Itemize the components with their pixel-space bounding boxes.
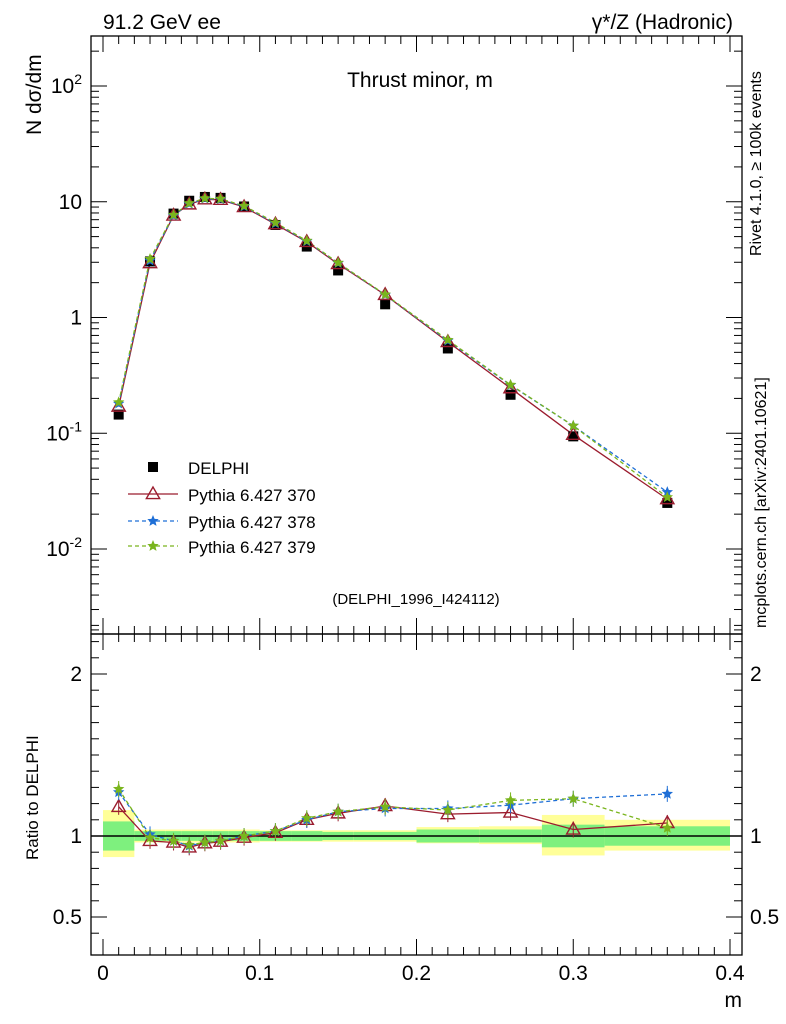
ratio-point-p370 xyxy=(502,804,519,818)
ratio-point-p379 xyxy=(183,838,195,850)
main-point-p379 xyxy=(332,256,344,268)
x-tick-label: 0.3 xyxy=(559,962,588,985)
legend-marker-p379 xyxy=(147,540,159,551)
legend-marker-p378 xyxy=(147,515,159,526)
y-tick-label: 10-2 xyxy=(46,534,82,561)
main-line-p379 xyxy=(118,197,668,498)
legend-label-p378: Pythia 6.427 378 xyxy=(188,513,316,532)
main-point-p379 xyxy=(199,192,211,204)
legend-label-p379: Pythia 6.427 379 xyxy=(188,538,316,557)
main-point-p379 xyxy=(567,419,579,431)
header-left: 91.2 GeV ee xyxy=(103,11,221,34)
y-tick-label: 10-1 xyxy=(46,418,82,445)
ratio-y-tick-label-right: 2 xyxy=(750,663,762,686)
x-tick-label: 0.1 xyxy=(245,962,274,985)
side-text-top: Rivet 4.1.0, ≥ 100k events xyxy=(748,71,765,256)
main-point-p379 xyxy=(238,199,250,211)
delphi-data-point xyxy=(380,299,391,310)
main-point-p379 xyxy=(112,396,125,408)
delphi-data-point xyxy=(442,343,453,354)
delphi-data-point xyxy=(568,431,579,442)
x-axis-label: m xyxy=(725,989,743,1012)
x-tick-label: 0.2 xyxy=(402,962,431,985)
main-point-p370 xyxy=(142,254,158,269)
main-point-p379 xyxy=(214,192,227,204)
main-line-p378 xyxy=(118,198,668,493)
ratio-point-p379 xyxy=(269,825,282,836)
chart-title: Thrust minor, m xyxy=(347,69,493,92)
legend-label-delphi: DELPHI xyxy=(188,459,249,478)
legend-label-p370: Pythia 6.427 370 xyxy=(188,486,316,505)
main-point-p379 xyxy=(167,208,180,220)
ratio-y-tick-label-right: 0.5 xyxy=(750,906,779,929)
main-y-axis-label: N dσ/dm xyxy=(23,54,46,135)
ratio-point-p379 xyxy=(504,794,517,806)
ratio-point-p370 xyxy=(565,821,582,835)
delphi-data-point xyxy=(113,409,124,420)
ratio-point-p379 xyxy=(332,805,344,817)
main-point-p370 xyxy=(565,426,582,441)
ratio-point-p379 xyxy=(144,831,156,843)
legend: DELPHI Pythia 6.427 370 Pythia 6.427 378 Py… xyxy=(128,459,316,557)
header-right: γ*/Z (Hadronic) xyxy=(592,11,733,34)
delphi-data-point xyxy=(505,389,516,400)
main-line-p370 xyxy=(118,198,668,500)
main-point-p379 xyxy=(379,288,391,300)
analysis-id: (DELPHI_1996_I424112) xyxy=(332,591,499,608)
main-point-p379 xyxy=(661,491,674,503)
ratio-point-p379 xyxy=(112,783,125,794)
ratio-y-tick-label-left: 0.5 xyxy=(53,906,82,929)
main-point-p379 xyxy=(504,378,517,390)
ratio-point-p379 xyxy=(379,800,391,812)
ratio-point-p379 xyxy=(301,812,313,824)
legend-marker-delphi xyxy=(148,462,158,472)
ratio-point-p379 xyxy=(199,836,211,848)
main-point-p370 xyxy=(659,490,676,505)
main-point-p379 xyxy=(442,333,454,345)
ratio-point-p378 xyxy=(661,787,674,799)
y-tick-label: 1 xyxy=(70,307,82,330)
ratio-point-p379 xyxy=(442,804,454,815)
main-point-p379 xyxy=(183,197,195,209)
ratio-y-tick-label-left: 2 xyxy=(70,663,82,686)
ratio-point-p370 xyxy=(110,798,127,813)
ratio-point-p379 xyxy=(661,821,674,833)
main-point-p370 xyxy=(502,379,519,394)
x-tick-label: 0 xyxy=(97,962,109,985)
y-tick-label: 10 xyxy=(59,191,82,214)
ratio-point-p379 xyxy=(567,792,579,804)
side-text-bottom: mcplots.cern.ch [arXiv:2401.10621] xyxy=(753,377,770,628)
main-point-p379 xyxy=(301,234,313,246)
legend-marker-p370 xyxy=(145,485,161,500)
ratio-point-p379 xyxy=(167,834,180,846)
y-tick-label: 102 xyxy=(51,71,82,98)
ratio-y-axis-label: Ratio to DELPHI xyxy=(23,735,42,860)
ratio-point-p379 xyxy=(238,830,250,841)
ratio-point-p379 xyxy=(214,834,227,846)
delphi-data-point xyxy=(333,265,344,276)
x-tick-label: 0.4 xyxy=(715,962,745,985)
ratio-y-tick-label-left: 1 xyxy=(70,825,82,848)
ratio-y-tick-label-right: 1 xyxy=(750,825,762,848)
main-point-p370 xyxy=(110,398,127,412)
main-point-p379 xyxy=(269,216,282,228)
main-point-p379 xyxy=(144,253,156,264)
